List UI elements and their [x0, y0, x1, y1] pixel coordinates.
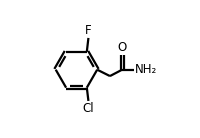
Text: F: F [85, 24, 92, 37]
Text: NH₂: NH₂ [135, 63, 157, 76]
Text: O: O [118, 41, 127, 54]
Text: Cl: Cl [83, 102, 94, 115]
